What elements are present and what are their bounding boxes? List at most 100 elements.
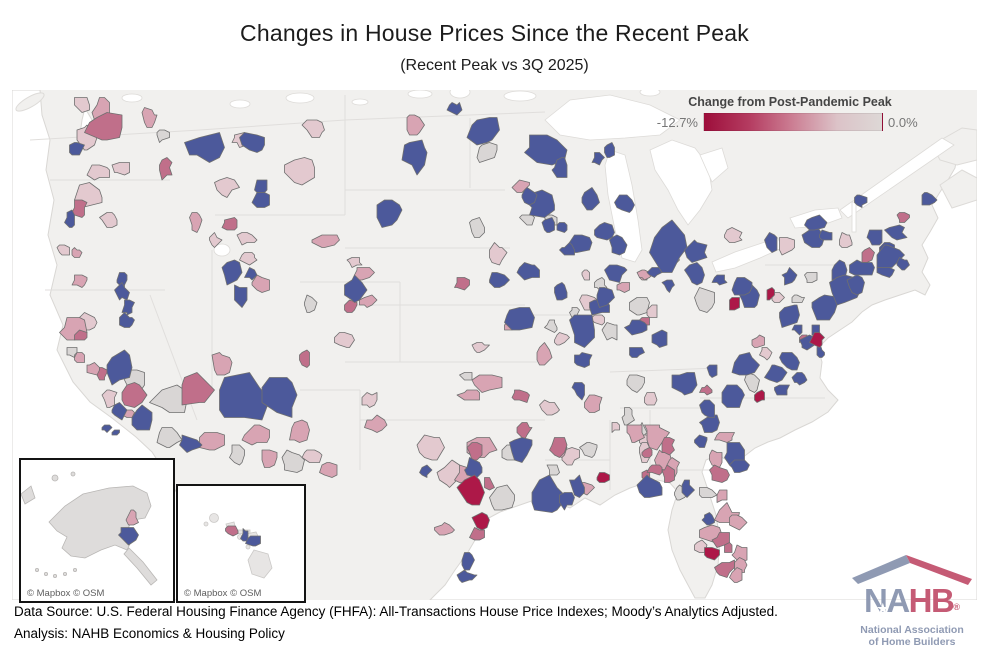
metro-region[interactable] — [66, 347, 78, 358]
metro-region[interactable] — [531, 474, 568, 513]
metro-region[interactable] — [376, 199, 403, 228]
metro-region[interactable] — [101, 424, 113, 433]
metro-region[interactable] — [361, 392, 378, 408]
us-house-price-map[interactable]: Change from Post-Pandemic Peak -12.7% 0.… — [12, 90, 977, 603]
metro-region[interactable] — [559, 492, 575, 511]
metro-region[interactable] — [681, 479, 695, 498]
metro-region[interactable] — [234, 284, 248, 308]
metro-region[interactable] — [219, 372, 270, 421]
metro-region[interactable] — [406, 114, 425, 136]
metro-region[interactable] — [544, 319, 558, 333]
metro-region[interactable] — [149, 384, 188, 413]
metro-region[interactable] — [594, 222, 615, 241]
hawaii-inset[interactable]: © Mapbox © OSM — [176, 484, 306, 603]
metro-region[interactable] — [471, 374, 503, 393]
metro-region[interactable] — [229, 444, 245, 466]
metro-region[interactable] — [504, 307, 535, 331]
metro-region[interactable] — [84, 112, 123, 141]
metro-region[interactable] — [729, 459, 750, 473]
metro-region[interactable] — [74, 329, 88, 341]
metro-region[interactable] — [554, 282, 568, 301]
metro-region[interactable] — [239, 252, 258, 266]
metro-region[interactable] — [624, 319, 648, 336]
metro-region[interactable] — [896, 212, 910, 223]
metro-region[interactable] — [791, 294, 805, 303]
metro-region[interactable] — [189, 212, 203, 233]
metro-region[interactable] — [456, 389, 480, 401]
metro-region[interactable] — [536, 342, 553, 366]
metro-region[interactable] — [416, 434, 445, 461]
metro-region[interactable] — [819, 229, 833, 241]
metro-region[interactable] — [74, 352, 85, 363]
metro-region[interactable] — [764, 232, 778, 253]
metro-region[interactable] — [71, 199, 88, 218]
metro-region[interactable] — [221, 259, 243, 286]
metro-region[interactable] — [209, 232, 223, 248]
metro-region[interactable] — [804, 272, 818, 283]
metro-region[interactable] — [301, 449, 323, 463]
metro-region[interactable] — [791, 324, 803, 336]
metro-region[interactable] — [69, 142, 85, 156]
metro-region[interactable] — [661, 279, 675, 293]
metro-region[interactable] — [554, 332, 570, 346]
metro-region[interactable] — [581, 269, 590, 281]
metro-region[interactable] — [636, 474, 663, 498]
metro-region[interactable] — [156, 427, 183, 448]
metro-region[interactable] — [601, 322, 618, 341]
metro-region[interactable] — [334, 332, 355, 348]
metro-region[interactable] — [489, 242, 508, 266]
metro-region[interactable] — [684, 262, 705, 286]
metro-region[interactable] — [644, 424, 670, 451]
metro-region[interactable] — [629, 297, 650, 316]
metro-region[interactable] — [569, 474, 585, 498]
metro-region[interactable] — [779, 352, 800, 371]
alaska-inset[interactable]: © Mapbox © OSM — [19, 458, 175, 603]
metro-region[interactable] — [791, 372, 808, 386]
metro-region[interactable] — [614, 194, 635, 213]
metro-region[interactable] — [121, 382, 148, 408]
metro-region[interactable] — [516, 262, 540, 281]
metro-region[interactable] — [849, 259, 875, 276]
metro-region[interactable] — [511, 389, 530, 403]
metro-region[interactable] — [571, 382, 585, 401]
metro-region[interactable] — [245, 535, 261, 547]
metro-region[interactable] — [401, 139, 428, 176]
metro-region[interactable] — [616, 282, 630, 293]
metro-region[interactable] — [684, 239, 708, 263]
metro-region[interactable] — [521, 187, 538, 206]
metro-region[interactable] — [596, 287, 615, 308]
metro-region[interactable] — [779, 304, 800, 328]
metro-region[interactable] — [114, 282, 130, 301]
metro-region[interactable] — [779, 237, 795, 256]
metro-region[interactable] — [704, 547, 720, 561]
metro-region[interactable] — [471, 342, 490, 353]
metro-region[interactable] — [476, 142, 498, 163]
metro-region[interactable] — [364, 414, 388, 433]
metro-region[interactable] — [96, 367, 108, 381]
metro-region[interactable] — [301, 119, 325, 138]
metro-region[interactable] — [694, 539, 708, 553]
metro-region[interactable] — [714, 432, 735, 443]
metro-region[interactable] — [711, 274, 728, 286]
metro-region[interactable] — [896, 257, 910, 271]
metro-region[interactable] — [621, 407, 635, 426]
metro-region[interactable] — [569, 314, 595, 348]
metro-region[interactable] — [661, 437, 675, 456]
metro-region[interactable] — [539, 399, 560, 416]
metro-region[interactable] — [181, 372, 215, 406]
metro-region[interactable] — [641, 447, 653, 458]
metro-region[interactable] — [729, 514, 748, 531]
metro-region[interactable] — [766, 287, 775, 301]
metro-region[interactable] — [241, 424, 270, 446]
metro-region[interactable] — [559, 242, 575, 256]
metro-region[interactable] — [131, 404, 153, 431]
metro-region[interactable] — [574, 352, 593, 368]
metro-region[interactable] — [699, 487, 718, 498]
metro-region[interactable] — [464, 457, 483, 478]
metro-region[interactable] — [754, 389, 765, 403]
metro-region[interactable] — [101, 389, 118, 408]
metro-region[interactable] — [111, 402, 128, 421]
metro-region[interactable] — [774, 384, 790, 396]
metro-region[interactable] — [116, 272, 128, 288]
metro-region[interactable] — [581, 187, 600, 211]
